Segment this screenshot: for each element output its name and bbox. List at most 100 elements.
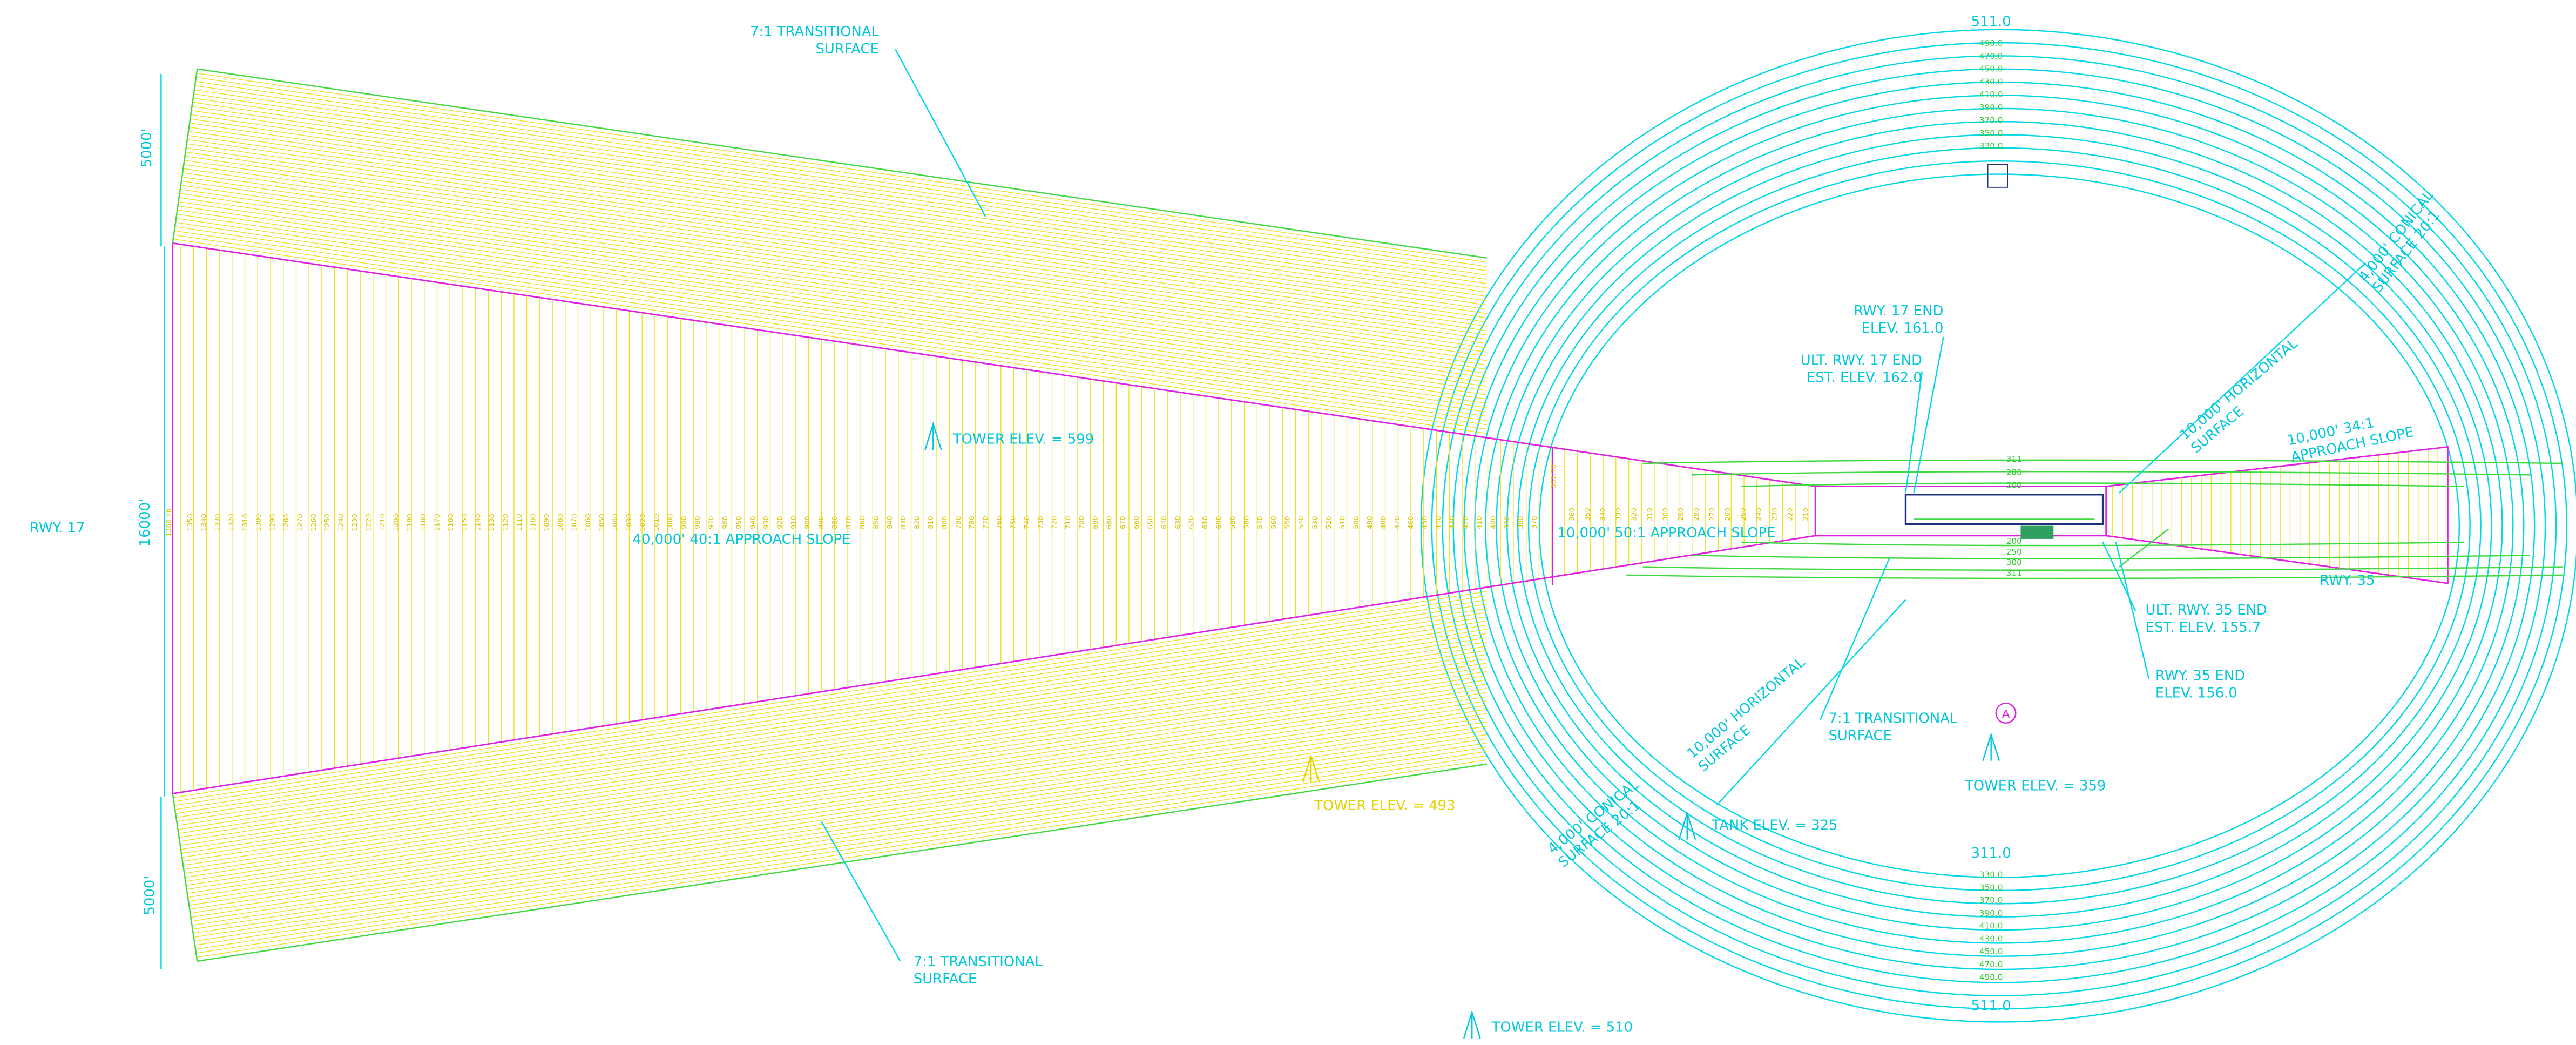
label: 311 bbox=[2006, 568, 2022, 578]
label: 360 bbox=[1568, 508, 1576, 521]
station-label: 790 bbox=[955, 516, 963, 529]
label: 450.0 bbox=[1979, 64, 2003, 74]
contour-label: 470.0 bbox=[1979, 51, 2003, 61]
hatch bbox=[184, 666, 1487, 870]
conical-ring bbox=[1452, 68, 2546, 983]
station-label: 1090 bbox=[543, 514, 551, 531]
contour-label: 430.0 bbox=[1979, 77, 2003, 86]
hatch bbox=[173, 238, 1487, 434]
hatch bbox=[177, 210, 1487, 404]
station-label: 1100 bbox=[529, 514, 537, 531]
label-text: 7:1 TRANSITIONAL bbox=[1828, 711, 1957, 727]
station-label: 600 bbox=[1215, 516, 1223, 529]
station-label: 1240 bbox=[337, 514, 346, 531]
conical-ring bbox=[1485, 107, 2514, 944]
runway-contour bbox=[1741, 541, 2464, 547]
hatch bbox=[195, 81, 1487, 272]
station-label: 410 bbox=[1476, 516, 1484, 529]
hatch bbox=[190, 713, 1487, 914]
station-label: 1060 bbox=[584, 514, 592, 531]
conical-ring bbox=[1506, 134, 2492, 918]
label: 940 bbox=[749, 516, 757, 529]
hatch bbox=[177, 616, 1487, 822]
hatch bbox=[192, 730, 1487, 930]
station-label: 1120 bbox=[502, 514, 510, 531]
label: 510 bbox=[1338, 516, 1347, 529]
station-label: 460 bbox=[1407, 516, 1415, 529]
label: 1220 bbox=[364, 514, 373, 531]
label: 490.0 bbox=[1979, 38, 2003, 48]
contour-label: 370.0 bbox=[1979, 895, 2003, 905]
label: 400 bbox=[1490, 516, 1498, 529]
label: 720 bbox=[1051, 516, 1059, 529]
hatch bbox=[175, 608, 1487, 814]
station-label: 850 bbox=[872, 516, 880, 529]
station-label: 250 bbox=[1740, 508, 1748, 521]
label: 340 bbox=[1599, 508, 1607, 521]
station-label: 1170 bbox=[433, 514, 441, 531]
label: 1350 bbox=[186, 514, 194, 531]
label: 16000' bbox=[137, 498, 153, 547]
label: 40,000' 40:1 APPROACH SLOPE bbox=[633, 531, 851, 548]
station-label: 1070 bbox=[571, 514, 579, 531]
tower-symbol bbox=[1982, 732, 2000, 761]
hatch bbox=[181, 176, 1487, 370]
label: 1280 bbox=[282, 514, 290, 531]
label: 1070 bbox=[571, 514, 579, 531]
hatch bbox=[176, 218, 1487, 413]
label: 370.0 bbox=[1979, 116, 2003, 125]
label: 450.0 bbox=[1979, 947, 2003, 956]
station-label: 720 bbox=[1051, 516, 1059, 529]
label: 440 bbox=[1435, 516, 1443, 529]
label: 1120 bbox=[502, 514, 510, 531]
hatch bbox=[181, 654, 1487, 858]
label: 1030 bbox=[625, 514, 633, 531]
hatch bbox=[194, 743, 1487, 942]
leader bbox=[895, 49, 986, 218]
station-label: 320 bbox=[1631, 508, 1639, 521]
label-text: 5000' bbox=[142, 876, 158, 915]
station-label: 440 bbox=[1435, 516, 1443, 529]
hatch bbox=[174, 230, 1487, 426]
label: 310 bbox=[1646, 508, 1654, 521]
conical-ring bbox=[1463, 81, 2536, 970]
label-text: 1360.78 bbox=[165, 508, 173, 537]
station-label: 560 bbox=[1270, 516, 1278, 529]
station-label: 570 bbox=[1256, 516, 1265, 529]
hatch bbox=[180, 185, 1487, 379]
station-label: 840 bbox=[886, 516, 894, 529]
label-text: RWY. 17 bbox=[30, 520, 85, 536]
label: 550 bbox=[1284, 516, 1292, 529]
hatch bbox=[187, 139, 1487, 332]
label: 470 bbox=[1394, 516, 1402, 529]
hatch bbox=[180, 642, 1487, 846]
hatch bbox=[180, 188, 1487, 383]
station-label: 390 bbox=[1503, 516, 1511, 529]
label: 1260 bbox=[310, 514, 318, 531]
station-label: 210 bbox=[1802, 508, 1810, 521]
contour-label: 250 bbox=[2006, 547, 2022, 557]
contour-label: 350.0 bbox=[1979, 882, 2003, 892]
label: 700 bbox=[1078, 516, 1086, 529]
hatch bbox=[186, 683, 1487, 886]
label: 1100 bbox=[529, 514, 537, 531]
label-text: 40,000' 40:1 APPROACH SLOPE bbox=[633, 531, 851, 548]
hatch bbox=[194, 89, 1487, 280]
hatch bbox=[193, 97, 1487, 288]
station-label: 1300 bbox=[255, 514, 263, 531]
hatch bbox=[192, 106, 1487, 297]
label: 511.0 bbox=[1971, 14, 2011, 30]
conical-ring bbox=[1527, 160, 2471, 892]
hatch bbox=[185, 156, 1487, 348]
hatch bbox=[184, 160, 1487, 353]
hatch bbox=[186, 687, 1487, 890]
label: 600 bbox=[1215, 516, 1223, 529]
contour-label: 311 bbox=[2006, 568, 2022, 578]
station-label: 1330 bbox=[214, 514, 222, 531]
label: 511.0 bbox=[1971, 998, 2011, 1014]
hatch bbox=[191, 717, 1487, 918]
